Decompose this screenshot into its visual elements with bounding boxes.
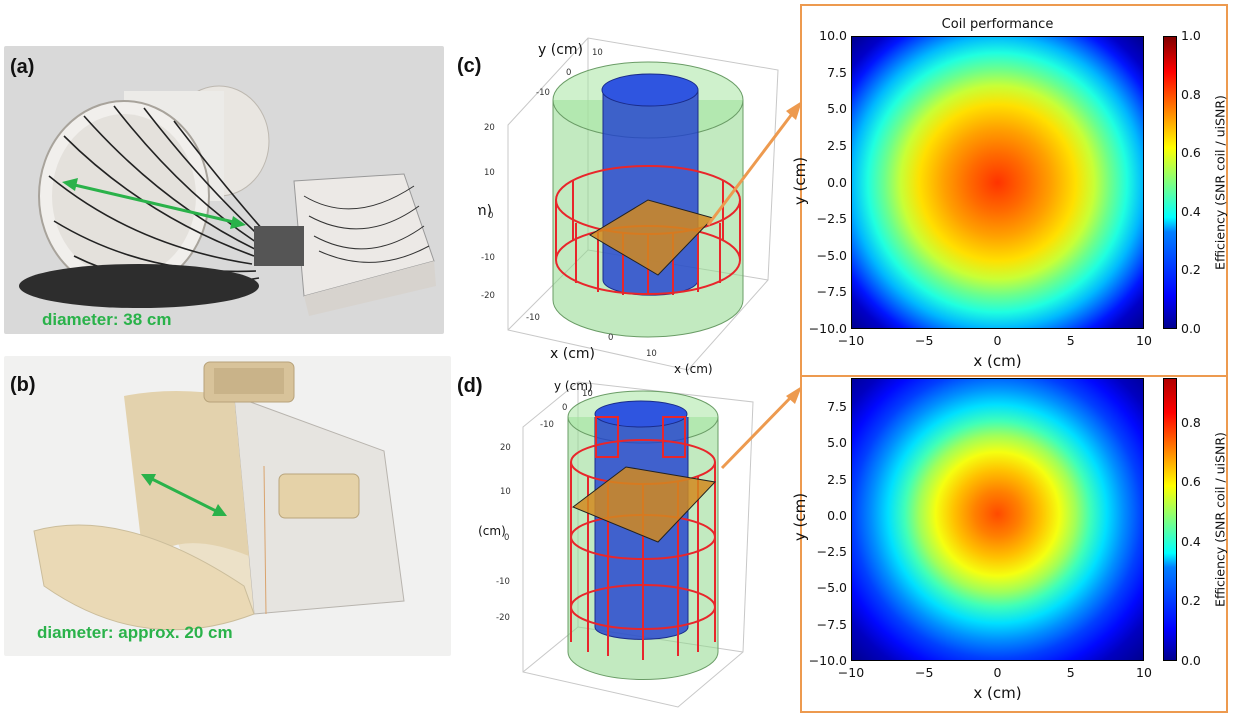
photo-a: (a) diameter: 38 cm [4, 46, 444, 334]
frame-divider [802, 375, 1226, 377]
x-axis-label-3d-small: x (cm) [674, 362, 713, 375]
x-axis-label: x (cm) [973, 352, 1022, 370]
y-tick-label: 5.0 [827, 101, 847, 117]
colorbar-tick-label: 0.2 [1181, 593, 1201, 609]
y-tick: -10 [540, 420, 554, 430]
z-tick: 0 [488, 211, 493, 221]
colorbar-tick-label: 0.8 [1181, 86, 1201, 102]
y-tick-label: −2.5 [816, 544, 847, 560]
x-tick-label: 5 [1066, 333, 1075, 348]
y-tick-label: 0.0 [827, 507, 847, 523]
panel-label-c: (c) [457, 55, 482, 77]
colorbar-tick-label: 0.4 [1181, 533, 1201, 549]
heatmaps-frame [800, 4, 1228, 713]
colorbar-label: Efficiency (SNR coil / uiSNR) [1212, 432, 1228, 607]
z-tick: 10 [484, 168, 495, 178]
x-tick-label: −10 [837, 333, 865, 348]
colorbar-tick-label: 0.0 [1181, 653, 1201, 668]
chart-title: Coil performance [941, 17, 1054, 32]
x-tick: 10 [646, 349, 657, 359]
heatmap-plot-2 [851, 378, 1144, 661]
colorbar-tick-label: 0.0 [1181, 321, 1201, 336]
x-tick-label: −5 [915, 333, 934, 348]
y-tick-label: 7.5 [827, 399, 847, 415]
photo-b: (b) diameter: approx. 20 cm [4, 356, 451, 656]
y-tick-label: −7.5 [816, 616, 847, 632]
colorbar-tick-label: 0.6 [1181, 474, 1201, 490]
panel-label-b: (b) [10, 374, 36, 396]
y-tick-label: 5.0 [827, 435, 847, 451]
z-axis-label-3d: z (cm) [478, 203, 492, 219]
y-tick-label: 2.5 [827, 137, 847, 153]
panel-label-d: (d) [457, 375, 483, 397]
y-tick-label: 7.5 [827, 64, 847, 80]
y-tick-label: −5.0 [816, 580, 847, 596]
x-axis-label-3d: x (cm) [550, 346, 595, 362]
y-axis-label-3d: y (cm) [554, 379, 593, 393]
x-tick-label: −10 [837, 665, 865, 680]
y-tick-label: −2.5 [816, 211, 847, 227]
z-tick: -10 [496, 577, 510, 587]
small-coil-illustration [33, 361, 405, 631]
coil-geometry-3d-d: 20 10 0 -10 -20 10 0 -10 y (cm) z (cm) [478, 379, 754, 708]
y-tick-label: −10.0 [808, 653, 847, 668]
x-tick-label: 0 [993, 333, 1002, 348]
y-tick: 10 [582, 389, 593, 399]
y-tick: 0 [562, 403, 567, 413]
z-tick: 20 [500, 443, 511, 453]
colorbar-tick-label: 0.6 [1181, 145, 1201, 161]
x-tick-label: 5 [1066, 665, 1075, 680]
x-tick: -10 [526, 313, 540, 323]
y-axis-label: y (cm) [791, 156, 809, 206]
colorbar-tick-label: 1.0 [1181, 28, 1201, 43]
z-axis-label-3d: z (cm) [478, 524, 506, 538]
z-tick: -20 [481, 291, 495, 301]
x-axis-label: x (cm) [973, 684, 1022, 702]
panel-label-a: (a) [10, 56, 35, 78]
colorbar-label: Efficiency (SNR coil / uiSNR) [1212, 95, 1228, 270]
z-tick: 10 [500, 487, 511, 497]
z-tick: 20 [484, 123, 495, 133]
colorbar-tick-label: 0.8 [1181, 414, 1201, 430]
z-tick: -10 [481, 253, 495, 263]
y-tick-label: 10.0 [819, 28, 847, 43]
y-tick: 0 [566, 68, 571, 78]
head-coil-illustration [19, 85, 436, 316]
x-tick-label: 10 [1136, 333, 1152, 348]
y-tick-label: −10.0 [808, 321, 847, 336]
y-tick-label: 0.0 [827, 174, 847, 190]
diameter-label-b: diameter: approx. 20 cm [37, 623, 233, 642]
colorbar-tick-label: 0.4 [1181, 203, 1201, 219]
z-tick: -20 [496, 613, 510, 623]
diameter-label-a: diameter: 38 cm [42, 310, 172, 329]
z-tick: 0 [504, 533, 509, 543]
y-tick-label: −7.5 [816, 284, 847, 300]
x-tick-label: 10 [1136, 665, 1152, 680]
y-tick: -10 [536, 88, 550, 98]
y-axis-label: y (cm) [791, 492, 809, 542]
x-tick-label: 0 [993, 665, 1002, 680]
colorbar-tick-label: 0.2 [1181, 262, 1201, 278]
colorbar-1 [1163, 36, 1177, 329]
heatmap-plot-1 [851, 36, 1144, 329]
y-tick-label: −5.0 [816, 247, 847, 263]
colorbar-2 [1163, 378, 1177, 661]
y-axis-label-3d: y (cm) [538, 42, 583, 58]
y-tick-label: 2.5 [827, 471, 847, 487]
coil-geometry-3d-c: 20 10 0 -10 -20 10 0 -10 -10 0 10 y (cm)… [478, 37, 779, 375]
x-tick-label: −5 [915, 665, 934, 680]
y-tick: 10 [592, 48, 603, 58]
x-tick: 0 [608, 333, 613, 343]
